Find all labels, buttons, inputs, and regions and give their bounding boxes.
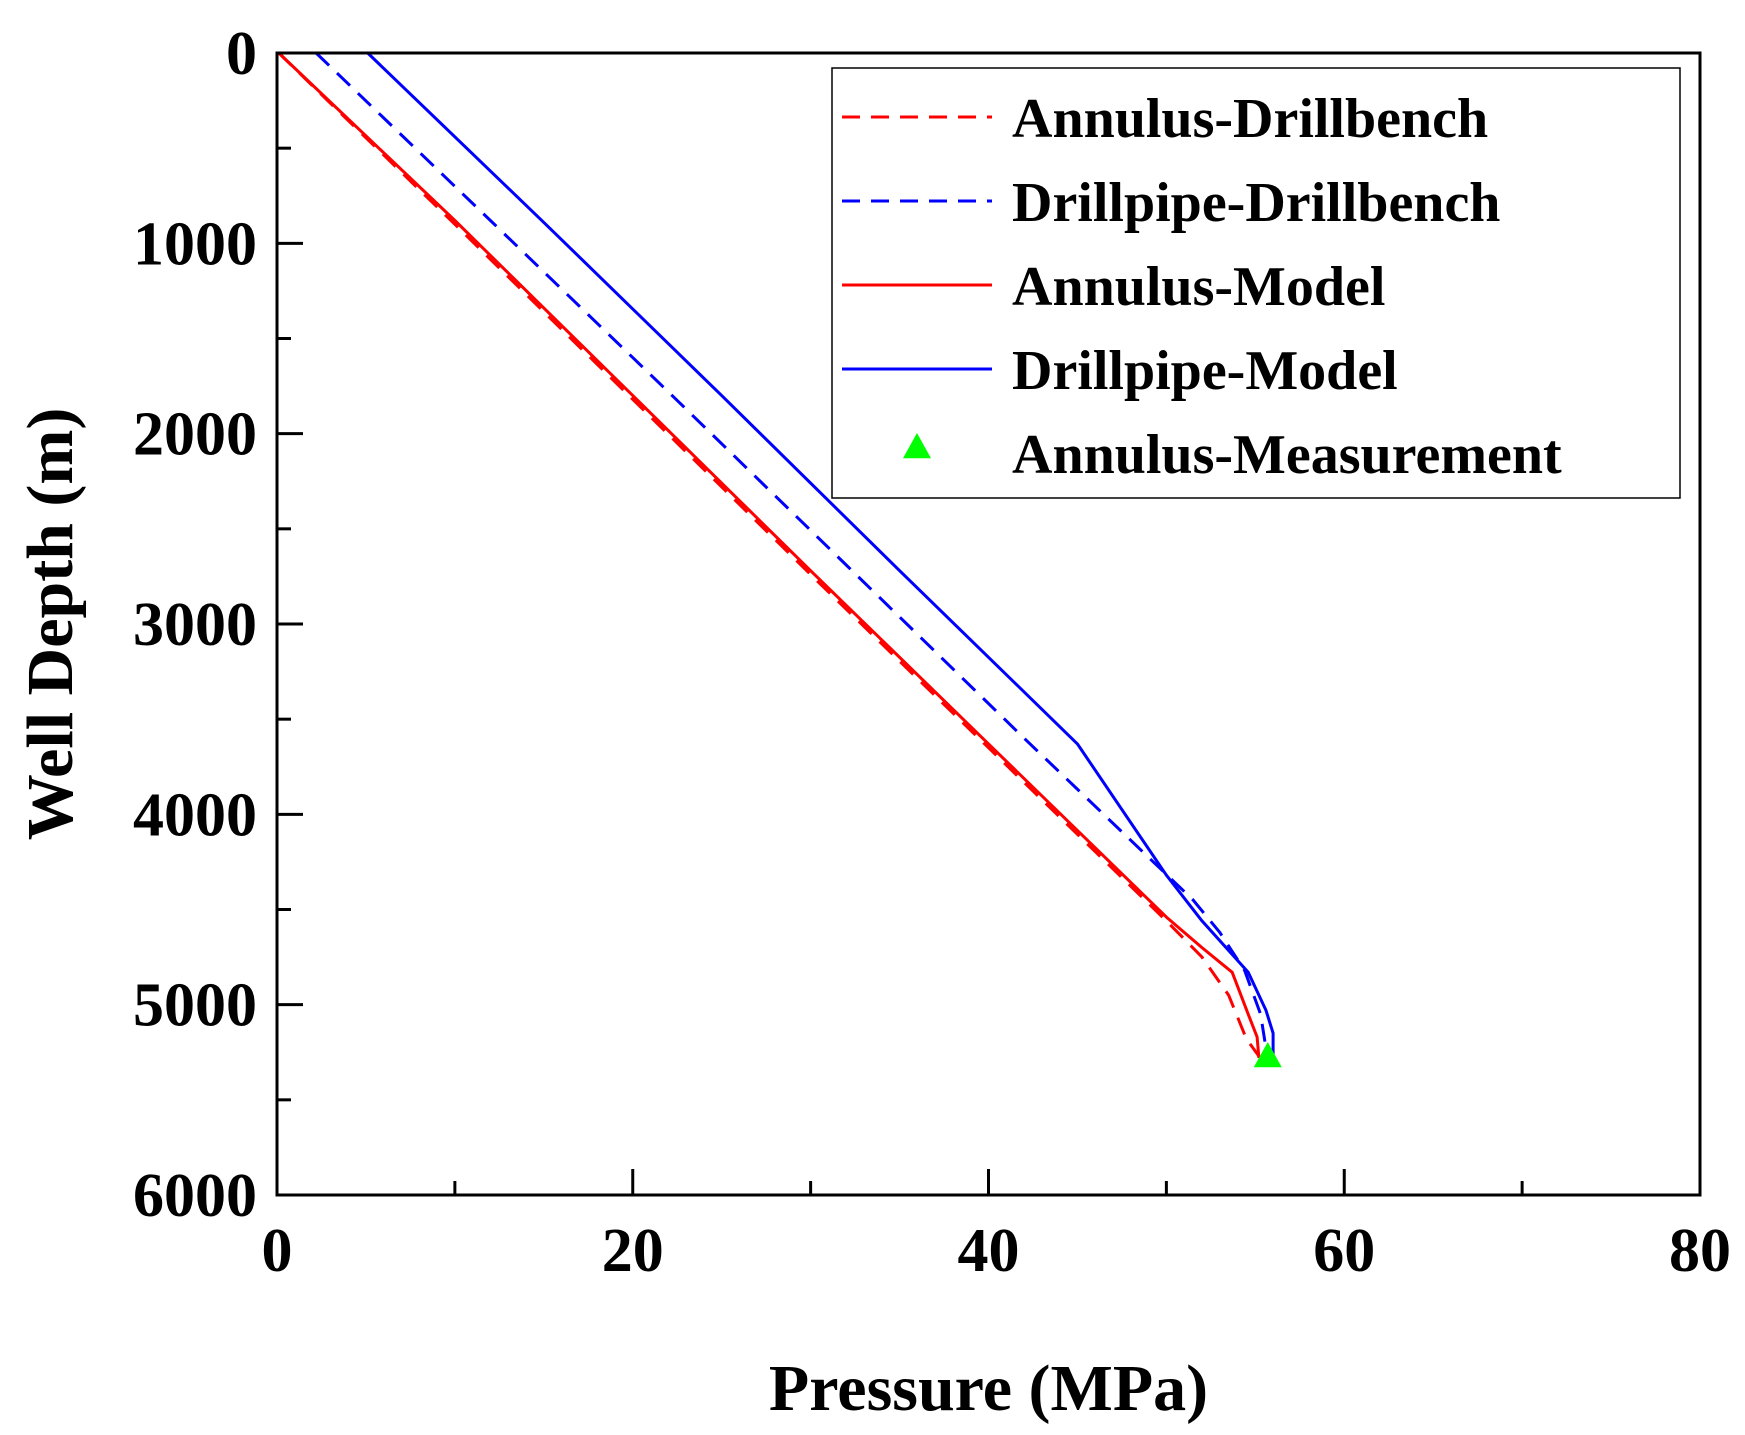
series-line-drillpipe-drillbench bbox=[315, 51, 1270, 1061]
legend-frame bbox=[831, 67, 1681, 499]
legend-label-annulus-model: Annulus-Model bbox=[1012, 256, 1385, 318]
series-line-annulus-drillbench bbox=[277, 51, 1261, 1057]
series-line-drillpipe-model bbox=[366, 51, 1275, 1060]
x-tick-label: 20 bbox=[602, 1217, 664, 1285]
x-tick-label: 40 bbox=[958, 1217, 1020, 1285]
y-tick-label: 4000 bbox=[133, 781, 257, 849]
data-point-annulus-measurement bbox=[1253, 1042, 1282, 1068]
y-tick-label: 0 bbox=[226, 20, 257, 88]
y-axis-title: Well Depth (m) bbox=[14, 408, 87, 841]
x-tick-label: 0 bbox=[262, 1217, 293, 1285]
legend-label-annulus-drillbench: Annulus-Drillbench bbox=[1012, 88, 1488, 150]
y-tick-label: 2000 bbox=[133, 401, 257, 469]
legend-swatch-annulus-measurement bbox=[903, 433, 931, 459]
x-tick-label: 80 bbox=[1669, 1217, 1731, 1285]
legend-label-drillpipe-model: Drillpipe-Model bbox=[1012, 340, 1398, 402]
y-tick-label: 6000 bbox=[133, 1162, 257, 1230]
series-line-annulus-model bbox=[277, 51, 1261, 1059]
legend-label-annulus-measurement: Annulus-Measurement bbox=[1012, 424, 1562, 486]
x-axis-title: Pressure (MPa) bbox=[769, 1352, 1208, 1425]
legend-label-drillpipe-drillbench: Drillpipe-Drillbench bbox=[1012, 172, 1500, 234]
x-tick-label: 60 bbox=[1313, 1217, 1375, 1285]
data-series-layer bbox=[277, 51, 1282, 1068]
y-tick-label: 5000 bbox=[133, 972, 257, 1040]
y-tick-label: 3000 bbox=[133, 591, 257, 659]
axis-ticks: 0 20 40 60 80 0 1000 2000 3000 4000 5000 6000 bbox=[133, 20, 1731, 1285]
y-tick-label: 1000 bbox=[133, 210, 257, 278]
legend: Annulus-Drillbench Drillpipe-Drillbench An… bbox=[831, 67, 1681, 499]
